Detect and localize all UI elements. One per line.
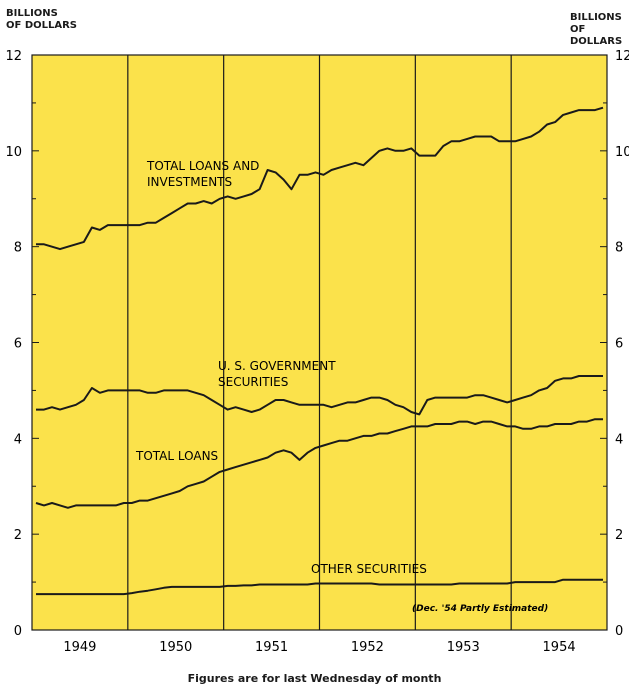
footnote: Figures are for last Wednesday of month bbox=[187, 672, 442, 685]
y-tick-label-right: 2 bbox=[615, 528, 623, 543]
y-tick-label-left: 10 bbox=[5, 145, 22, 160]
y-tick-label-left: 8 bbox=[14, 241, 22, 256]
series-label: U. S. GOVERNMENT SECURITIES bbox=[218, 359, 336, 389]
y-tick-label-left: 12 bbox=[5, 49, 22, 64]
y-tick-label-left: 6 bbox=[14, 337, 22, 352]
x-tick-label: 1949 bbox=[63, 640, 96, 655]
y-tick-label-right: 0 bbox=[615, 624, 623, 639]
y-tick-label-right: 6 bbox=[615, 337, 623, 352]
series-label: TOTAL LOANS AND INVESTMENTS bbox=[146, 159, 259, 189]
series-line bbox=[36, 578, 603, 596]
axis-labels: 0 0 2 2 4 4 6 6 8 8 10 10 12 12 1949 1950 1951 1952 1953 19… bbox=[5, 49, 629, 655]
series-label: TOTAL LOANS bbox=[135, 449, 218, 463]
axis-ticks bbox=[32, 54, 607, 631]
y-tick-label-right: 12 bbox=[615, 49, 629, 64]
series-line bbox=[35, 418, 603, 509]
y-tick-label-right: 10 bbox=[615, 145, 629, 160]
series-label-line: INVESTMENTS bbox=[147, 175, 232, 189]
y-axis-unit-right: BILLIONS OF DOLLARS bbox=[570, 12, 623, 47]
x-tick-label: 1950 bbox=[159, 640, 192, 655]
y-tick-label-left: 2 bbox=[14, 528, 22, 543]
series-line bbox=[36, 375, 603, 416]
series-lines bbox=[35, 106, 604, 596]
series-label-line: TOTAL LOANS AND bbox=[146, 159, 259, 173]
y-tick-label-right: 8 bbox=[615, 241, 623, 256]
series-annotations: TOTAL LOANS AND INVESTMENTS U. S. GOVERNME… bbox=[135, 159, 548, 614]
estimate-note: (Dec. '54 Partly Estimated) bbox=[412, 604, 548, 614]
series-label: OTHER SECURITIES bbox=[311, 562, 427, 576]
series-label-line: U. S. GOVERNMENT bbox=[218, 359, 336, 373]
y-tick-label-left: 4 bbox=[14, 432, 22, 447]
x-tick-label: 1953 bbox=[447, 640, 480, 655]
y-tick-label-left: 0 bbox=[14, 624, 22, 639]
series-line bbox=[36, 106, 604, 251]
y-axis-unit-left: BILLIONS OF DOLLARS bbox=[6, 8, 78, 31]
y-tick-label-right: 4 bbox=[615, 432, 623, 447]
series-label-line: OTHER SECURITIES bbox=[311, 562, 427, 576]
x-tick-label: 1954 bbox=[543, 640, 576, 655]
x-tick-label: 1951 bbox=[255, 640, 288, 655]
x-tick-label: 1952 bbox=[351, 640, 384, 655]
year-dividers bbox=[127, 55, 512, 630]
series-label-line: SECURITIES bbox=[218, 375, 288, 389]
series-label-line: TOTAL LOANS bbox=[135, 449, 218, 463]
